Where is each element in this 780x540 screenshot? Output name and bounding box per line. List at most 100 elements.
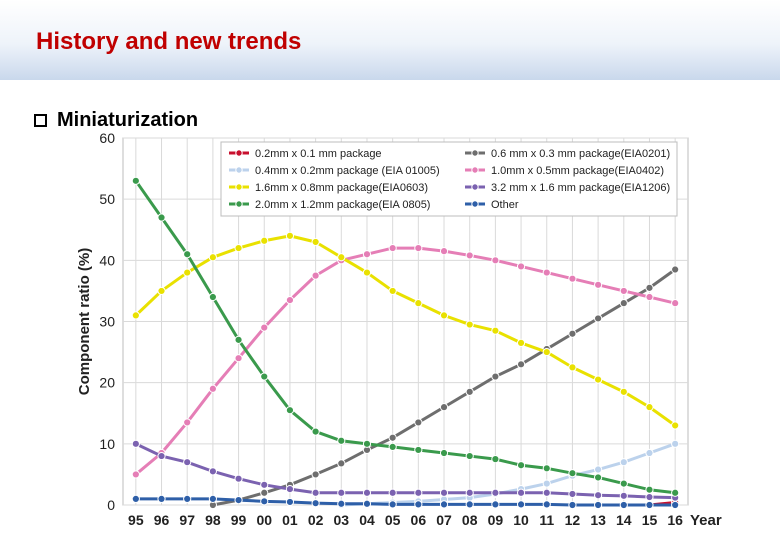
data-point (516, 461, 526, 470)
data-point (594, 473, 603, 482)
legend-marker (235, 200, 243, 208)
series-line (134, 234, 677, 427)
data-point (260, 323, 269, 332)
data-point (465, 451, 474, 461)
data-point (619, 299, 628, 308)
x-tick-label: 05 (385, 512, 401, 528)
data-point (619, 387, 628, 396)
legend-marker (235, 149, 243, 157)
data-point (285, 497, 295, 507)
data-point (516, 488, 526, 497)
data-point (311, 271, 320, 280)
data-point (260, 480, 269, 489)
data-point (337, 499, 346, 508)
data-point (388, 488, 397, 497)
series-line (134, 179, 676, 495)
data-point (542, 479, 551, 488)
data-point (388, 500, 397, 509)
data-point (285, 231, 295, 240)
data-point (131, 494, 140, 503)
data-point (594, 500, 603, 510)
data-point (516, 338, 526, 348)
data-point (183, 268, 192, 277)
data-point (260, 236, 269, 245)
y-tick-label: 30 (99, 314, 115, 330)
data-point (131, 470, 140, 479)
data-point (183, 494, 192, 503)
x-tick-label: 00 (256, 512, 272, 528)
data-point (465, 500, 474, 509)
legend-marker (471, 183, 479, 191)
data-point (542, 500, 551, 509)
data-point (362, 439, 372, 448)
data-point (491, 372, 500, 381)
data-point (671, 500, 680, 510)
legend-entry: 1.6mm x 0.8mm package(EIA0603) (255, 182, 428, 194)
data-point (234, 335, 243, 344)
data-point (183, 250, 192, 259)
data-point (619, 458, 628, 467)
data-point (491, 488, 500, 497)
legend-marker (471, 149, 479, 157)
x-axis-label: Year (690, 512, 722, 529)
data-point (362, 250, 372, 259)
data-point (285, 406, 295, 415)
data-point (568, 329, 577, 338)
data-point (234, 474, 243, 483)
data-point (568, 363, 577, 372)
bullet-text: Miniaturization (57, 108, 199, 131)
x-tick-label: 02 (308, 512, 324, 528)
data-point (542, 268, 551, 277)
data-point (465, 251, 474, 260)
data-point (388, 433, 397, 442)
data-point (645, 292, 654, 302)
data-point (516, 262, 526, 271)
data-point (465, 488, 474, 497)
square-bullet-icon (34, 113, 47, 127)
data-point (183, 458, 192, 467)
data-point (439, 403, 449, 412)
data-point (645, 500, 654, 510)
x-tick-label: 13 (590, 512, 606, 528)
data-point (208, 253, 217, 262)
y-tick-label: 60 (99, 130, 115, 146)
legend-entry: 0.2mm x 0.1 mm package (255, 148, 382, 160)
series-line (135, 442, 676, 500)
x-tick-label: 14 (616, 512, 632, 528)
data-point (234, 496, 243, 505)
data-point (131, 311, 140, 320)
data-point (208, 467, 217, 476)
data-point (439, 448, 449, 458)
data-point (439, 311, 449, 320)
x-tick-label: 03 (334, 512, 350, 528)
data-point (388, 244, 397, 253)
data-point (568, 489, 577, 499)
data-point (337, 436, 346, 445)
data-point (594, 280, 603, 289)
legend-entry: 0.6 mm x 0.3 mm package(EIA0201) (491, 148, 670, 160)
data-point (516, 500, 526, 509)
data-point (645, 485, 654, 494)
legend-entry: 1.0mm x 0.5mm package(EIA0402) (491, 165, 664, 177)
series-line (135, 497, 676, 507)
data-point (157, 494, 166, 503)
x-tick-label: 12 (565, 512, 581, 528)
data-point (362, 499, 372, 508)
data-point (157, 451, 166, 461)
legend-entry: 3.2 mm x 1.6 mm package(EIA1206) (491, 182, 670, 194)
y-tick-label: 20 (99, 375, 115, 391)
bullet-item: Miniaturization (34, 107, 198, 133)
data-point (671, 439, 680, 448)
y-tick-label: 10 (99, 436, 115, 452)
data-point (594, 491, 603, 500)
data-point (311, 488, 320, 497)
data-point (388, 442, 397, 451)
data-point (414, 418, 423, 427)
x-tick-label: 95 (128, 512, 144, 528)
data-point (234, 244, 243, 253)
data-point (465, 387, 474, 396)
data-point (311, 499, 320, 508)
data-point (439, 488, 449, 497)
data-point (594, 465, 603, 474)
page-title: History and new trends (36, 28, 302, 55)
